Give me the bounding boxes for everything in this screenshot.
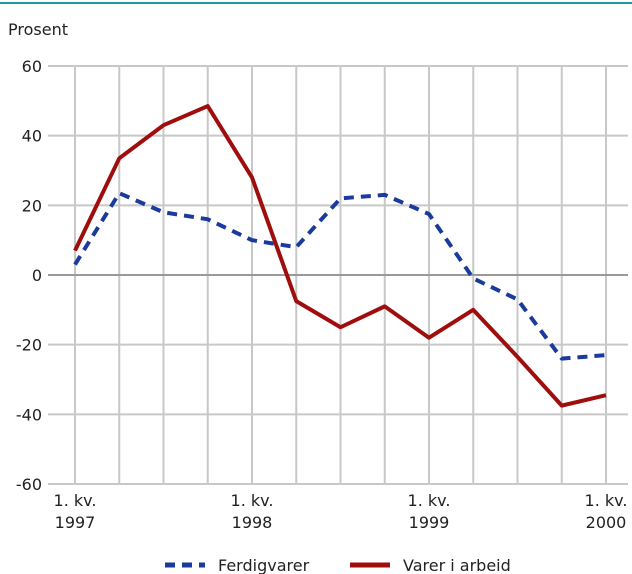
y-tick-label: -40 [16,405,42,424]
series-line [73,104,607,408]
y-tick-label: 60 [22,57,42,76]
y-tick-label: -20 [16,336,42,355]
y-tick-label: 0 [32,266,42,285]
legend-label: Ferdigvarer [218,556,310,574]
axis-label: Prosent [8,20,68,39]
x-tick-label: 1. kv. 1998 [231,491,274,532]
y-tick-label: 40 [22,127,42,146]
y-tick-label: 20 [22,196,42,215]
x-tick-label: 1. kv. 2000 [585,491,628,532]
y-tick-label: -60 [16,475,42,494]
legend-label: Varer i arbeid [403,556,511,574]
x-tick-label: 1. kv. 1999 [408,491,451,532]
x-tick-label: 1. kv. 1997 [54,491,97,532]
